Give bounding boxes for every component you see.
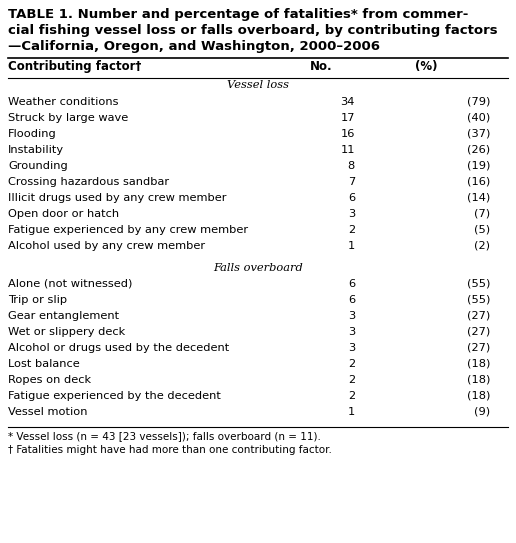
- Text: (2): (2): [474, 241, 490, 251]
- Text: (55): (55): [466, 295, 490, 305]
- Text: —California, Oregon, and Washington, 2000–2006: —California, Oregon, and Washington, 200…: [8, 40, 380, 53]
- Text: 34: 34: [341, 97, 355, 107]
- Text: 2: 2: [348, 359, 355, 369]
- Text: Contributing factor†: Contributing factor†: [8, 60, 141, 73]
- Text: (55): (55): [466, 279, 490, 289]
- Text: (37): (37): [466, 129, 490, 139]
- Text: (7): (7): [474, 209, 490, 219]
- Text: Alcohol used by any crew member: Alcohol used by any crew member: [8, 241, 205, 251]
- Text: Crossing hazardous sandbar: Crossing hazardous sandbar: [8, 177, 169, 187]
- Text: Struck by large wave: Struck by large wave: [8, 113, 128, 123]
- Text: (14): (14): [467, 193, 490, 203]
- Text: 11: 11: [341, 145, 355, 155]
- Text: 1: 1: [348, 241, 355, 251]
- Text: 17: 17: [341, 113, 355, 123]
- Text: 6: 6: [348, 279, 355, 289]
- Text: 2: 2: [348, 375, 355, 385]
- Text: Vessel loss: Vessel loss: [227, 80, 289, 90]
- Text: Instability: Instability: [8, 145, 64, 155]
- Text: Ropes on deck: Ropes on deck: [8, 375, 91, 385]
- Text: Weather conditions: Weather conditions: [8, 97, 119, 107]
- Text: 6: 6: [348, 295, 355, 305]
- Text: Alone (not witnessed): Alone (not witnessed): [8, 279, 133, 289]
- Text: 1: 1: [348, 407, 355, 417]
- Text: (27): (27): [467, 311, 490, 321]
- Text: (27): (27): [467, 343, 490, 353]
- Text: * Vessel loss (n = 43 [23 vessels]); falls overboard (n = 11).: * Vessel loss (n = 43 [23 vessels]); fal…: [8, 431, 321, 441]
- Text: cial fishing vessel loss or falls overboard, by contributing factors: cial fishing vessel loss or falls overbo…: [8, 24, 497, 37]
- Text: (5): (5): [474, 225, 490, 235]
- Text: Lost balance: Lost balance: [8, 359, 80, 369]
- Text: Fatigue experienced by any crew member: Fatigue experienced by any crew member: [8, 225, 248, 235]
- Text: 16: 16: [341, 129, 355, 139]
- Text: TABLE 1. Number and percentage of fatalities* from commer-: TABLE 1. Number and percentage of fatali…: [8, 8, 469, 21]
- Text: 3: 3: [348, 343, 355, 353]
- Text: (40): (40): [467, 113, 490, 123]
- Text: (26): (26): [467, 145, 490, 155]
- Text: (16): (16): [467, 177, 490, 187]
- Text: (9): (9): [474, 407, 490, 417]
- Text: 3: 3: [348, 327, 355, 337]
- Text: 2: 2: [348, 225, 355, 235]
- Text: Grounding: Grounding: [8, 161, 68, 171]
- Text: 8: 8: [348, 161, 355, 171]
- Text: 3: 3: [348, 209, 355, 219]
- Text: (18): (18): [466, 375, 490, 385]
- Text: Vessel motion: Vessel motion: [8, 407, 88, 417]
- Text: Alcohol or drugs used by the decedent: Alcohol or drugs used by the decedent: [8, 343, 229, 353]
- Text: (%): (%): [415, 60, 438, 73]
- Text: Illicit drugs used by any crew member: Illicit drugs used by any crew member: [8, 193, 227, 203]
- Text: Open door or hatch: Open door or hatch: [8, 209, 119, 219]
- Text: Flooding: Flooding: [8, 129, 57, 139]
- Text: 3: 3: [348, 311, 355, 321]
- Text: † Fatalities might have had more than one contributing factor.: † Fatalities might have had more than on…: [8, 445, 332, 455]
- Text: 2: 2: [348, 391, 355, 401]
- Text: (19): (19): [466, 161, 490, 171]
- Text: 7: 7: [348, 177, 355, 187]
- Text: Wet or slippery deck: Wet or slippery deck: [8, 327, 125, 337]
- Text: (79): (79): [466, 97, 490, 107]
- Text: Gear entanglement: Gear entanglement: [8, 311, 119, 321]
- Text: 6: 6: [348, 193, 355, 203]
- Text: (27): (27): [467, 327, 490, 337]
- Text: Trip or slip: Trip or slip: [8, 295, 67, 305]
- Text: Fatigue experienced by the decedent: Fatigue experienced by the decedent: [8, 391, 221, 401]
- Text: (18): (18): [466, 359, 490, 369]
- Text: (18): (18): [466, 391, 490, 401]
- Text: No.: No.: [310, 60, 333, 73]
- Text: Falls overboard: Falls overboard: [213, 263, 303, 273]
